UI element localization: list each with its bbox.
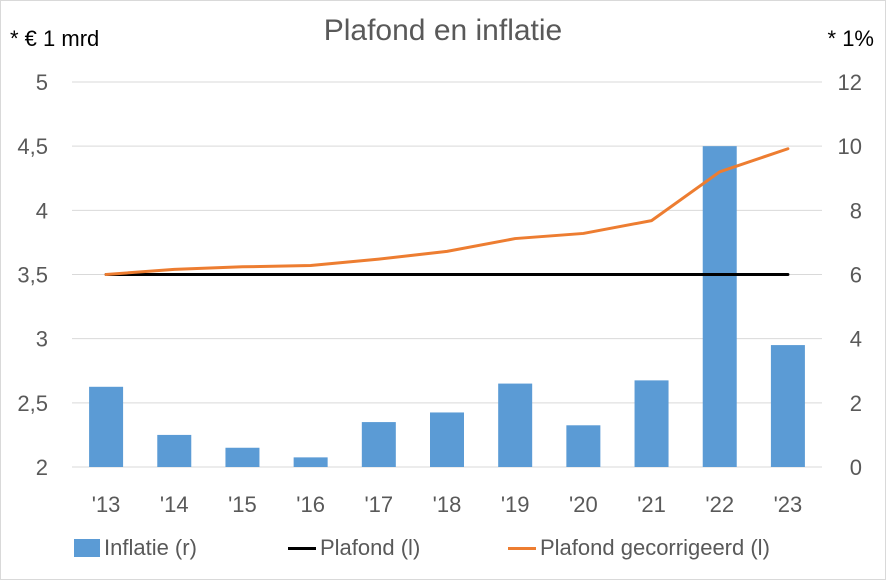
- left-axis-unit-label: * € 1 mrd: [10, 26, 100, 51]
- right-axis-tick-label: 12: [838, 70, 862, 95]
- x-axis-tick-label: '16: [296, 492, 325, 517]
- bar-inflatie: [157, 434, 192, 467]
- left-axis-tick-label: 2: [36, 455, 48, 480]
- x-axis-tick-label: '14: [160, 492, 189, 517]
- x-axis-tick-label: '23: [774, 492, 803, 517]
- bar-inflatie: [293, 457, 328, 467]
- line-plafond-gecorrigeerd: [104, 147, 790, 276]
- x-axis-tick-label: '20: [569, 492, 598, 517]
- right-axis-tick-label: 8: [850, 198, 862, 223]
- right-axis-tick-label: 6: [850, 263, 862, 288]
- bar-inflatie: [566, 425, 601, 467]
- right-axis-unit-label: * 1%: [827, 26, 874, 51]
- x-axis-tick-label: '13: [92, 492, 121, 517]
- legend-item-plafond-gecorrigeerd: Plafond gecorrigeerd (l): [508, 533, 770, 563]
- legend-label-plafond: Plafond (l): [320, 535, 421, 560]
- right-axis-tick-label: 0: [850, 455, 862, 480]
- chart-title: Plafond en inflatie: [323, 14, 563, 47]
- legend-label-plafond-gecorrigeerd: Plafond gecorrigeerd (l): [540, 535, 770, 560]
- x-axis-tick-label: '18: [433, 492, 462, 517]
- bar-inflatie: [89, 386, 124, 467]
- chart-legend: Inflatie (r) Plafond (l) Plafond gecorri…: [0, 533, 886, 563]
- right-axis-tick-label: 4: [850, 327, 862, 352]
- x-axis-tick-label: '17: [364, 492, 393, 517]
- left-axis-tick-label: 2,5: [17, 391, 48, 416]
- left-axis-tick-label: 4,5: [17, 134, 48, 159]
- left-axis-tick-label: 3,5: [17, 263, 48, 288]
- x-axis-tick-label: '15: [228, 492, 257, 517]
- bar-inflatie: [430, 412, 464, 467]
- left-axis-tick-label: 4: [36, 198, 48, 223]
- left-axis-tick-label: 5: [36, 70, 48, 95]
- bar-inflatie: [634, 380, 669, 467]
- bar-inflatie: [498, 383, 533, 467]
- bar-inflatie: [770, 345, 805, 467]
- x-axis-tick-label: '21: [637, 492, 666, 517]
- legend-swatch-inflatie: [74, 539, 100, 557]
- bar-inflatie: [702, 146, 737, 467]
- x-axis-tick-label: '22: [705, 492, 734, 517]
- right-axis-tick-label: 2: [850, 391, 862, 416]
- legend-item-plafond: Plafond (l): [288, 533, 420, 563]
- bar-inflatie: [361, 422, 396, 467]
- left-axis-tick-label: 3: [36, 327, 48, 352]
- x-axis-tick-label: '19: [501, 492, 530, 517]
- legend-swatch-plafond-gecorrigeerd: [508, 546, 536, 550]
- right-axis-tick-label: 10: [838, 134, 862, 159]
- bar-inflatie: [225, 447, 260, 467]
- legend-label-inflatie: Inflatie (r): [104, 535, 197, 560]
- legend-swatch-plafond: [288, 546, 316, 550]
- legend-item-inflatie: Inflatie (r): [74, 533, 197, 563]
